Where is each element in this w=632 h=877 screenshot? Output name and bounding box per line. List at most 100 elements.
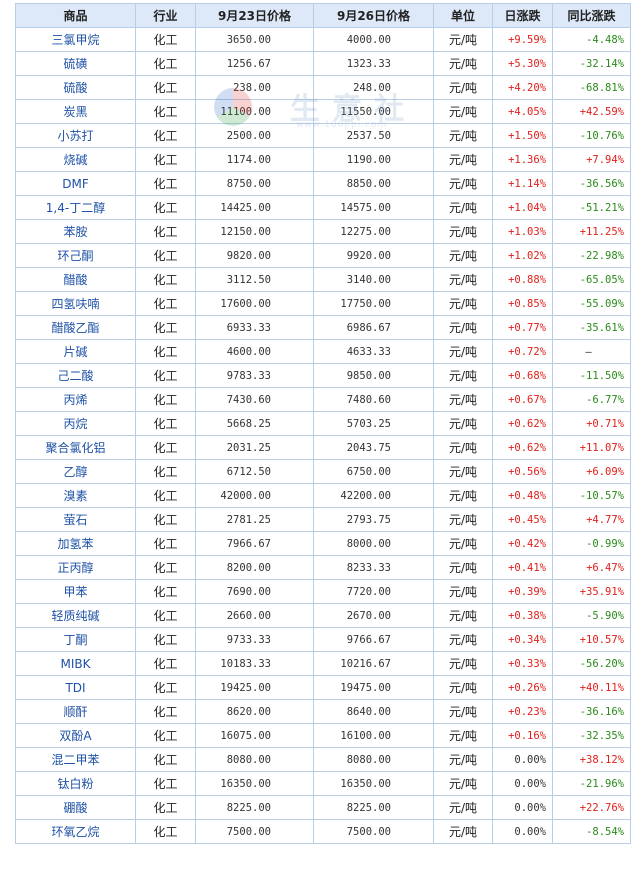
commodity-link[interactable]: 片碱 <box>15 339 136 364</box>
commodity-link[interactable]: 烧碱 <box>15 147 136 172</box>
yoy-change-cell: +6.09% <box>552 459 631 484</box>
table-row: 苯胺 化工 12150.00 12275.00 元/吨 +1.03% +11.25% <box>15 219 631 244</box>
industry-cell: 化工 <box>135 123 196 148</box>
price-table: 商品 行业 9月23日价格 9月26日价格 单位 日涨跌 同比涨跌 三氯甲烷 化工… <box>15 3 631 844</box>
daily-change-cell: +0.68% <box>492 363 553 388</box>
price-sep26-cell: 2043.75 <box>313 435 434 460</box>
yoy-change-cell: -8.54% <box>552 819 631 844</box>
unit-cell: 元/吨 <box>433 123 493 148</box>
daily-change-cell: +0.33% <box>492 651 553 676</box>
commodity-link[interactable]: 加氢苯 <box>15 531 136 556</box>
unit-cell: 元/吨 <box>433 435 493 460</box>
unit-cell: 元/吨 <box>433 699 493 724</box>
table-row: 片碱 化工 4600.00 4633.33 元/吨 +0.72% — <box>15 339 631 364</box>
commodity-link[interactable]: 三氯甲烷 <box>15 27 136 52</box>
yoy-change-cell: -35.61% <box>552 315 631 340</box>
daily-change-cell: +5.30% <box>492 51 553 76</box>
commodity-link[interactable]: 轻质纯碱 <box>15 603 136 628</box>
price-sep23-cell: 14425.00 <box>195 195 314 220</box>
price-sep23-cell: 7966.67 <box>195 531 314 556</box>
industry-cell: 化工 <box>135 771 196 796</box>
price-sep26-cell: 4633.33 <box>313 339 434 364</box>
commodity-link[interactable]: 硫酸 <box>15 75 136 100</box>
commodity-link[interactable]: 醋酸 <box>15 267 136 292</box>
unit-cell: 元/吨 <box>433 459 493 484</box>
commodity-link[interactable]: 环氧乙烷 <box>15 819 136 844</box>
yoy-change-cell: -22.98% <box>552 243 631 268</box>
commodity-link[interactable]: 钛白粉 <box>15 771 136 796</box>
price-sep26-cell: 2537.50 <box>313 123 434 148</box>
commodity-link[interactable]: 苯胺 <box>15 219 136 244</box>
price-sep26-cell: 8233.33 <box>313 555 434 580</box>
industry-cell: 化工 <box>135 339 196 364</box>
commodity-link[interactable]: 甲苯 <box>15 579 136 604</box>
commodity-link[interactable]: 乙醇 <box>15 459 136 484</box>
price-sep26-cell: 248.00 <box>313 75 434 100</box>
commodity-link[interactable]: 萤石 <box>15 507 136 532</box>
commodity-link[interactable]: 四氢呋喃 <box>15 291 136 316</box>
table-row: 钛白粉 化工 16350.00 16350.00 元/吨 0.00% -21.96% <box>15 771 631 796</box>
commodity-link[interactable]: 聚合氯化铝 <box>15 435 136 460</box>
table-row: 加氢苯 化工 7966.67 8000.00 元/吨 +0.42% -0.99% <box>15 531 631 556</box>
industry-cell: 化工 <box>135 459 196 484</box>
header-industry[interactable]: 行业 <box>135 3 196 28</box>
header-daily-change[interactable]: 日涨跌 <box>492 3 553 28</box>
commodity-link[interactable]: 硼酸 <box>15 795 136 820</box>
commodity-link[interactable]: 双酚A <box>15 723 136 748</box>
daily-change-cell: +0.38% <box>492 603 553 628</box>
daily-change-cell: +4.05% <box>492 99 553 124</box>
daily-change-cell: +4.20% <box>492 75 553 100</box>
industry-cell: 化工 <box>135 51 196 76</box>
commodity-link[interactable]: TDI <box>15 675 136 700</box>
commodity-link[interactable]: 硫磺 <box>15 51 136 76</box>
commodity-link[interactable]: 丙烷 <box>15 411 136 436</box>
daily-change-cell: 0.00% <box>492 747 553 772</box>
daily-change-cell: +0.48% <box>492 483 553 508</box>
price-sep23-cell: 6933.33 <box>195 315 314 340</box>
header-price-sep26[interactable]: 9月26日价格 <box>313 3 434 28</box>
yoy-change-cell: -11.50% <box>552 363 631 388</box>
daily-change-cell: +9.59% <box>492 27 553 52</box>
header-unit[interactable]: 单位 <box>433 3 493 28</box>
table-row: 三氯甲烷 化工 3650.00 4000.00 元/吨 +9.59% -4.48% <box>15 27 631 52</box>
commodity-link[interactable]: MIBK <box>15 651 136 676</box>
industry-cell: 化工 <box>135 603 196 628</box>
unit-cell: 元/吨 <box>433 627 493 652</box>
header-commodity[interactable]: 商品 <box>15 3 136 28</box>
unit-cell: 元/吨 <box>433 555 493 580</box>
commodity-link[interactable]: 顺酐 <box>15 699 136 724</box>
table-row: 己二酸 化工 9783.33 9850.00 元/吨 +0.68% -11.50% <box>15 363 631 388</box>
commodity-link[interactable]: 小苏打 <box>15 123 136 148</box>
table-row: 环己酮 化工 9820.00 9920.00 元/吨 +1.02% -22.98% <box>15 243 631 268</box>
price-sep26-cell: 7480.60 <box>313 387 434 412</box>
daily-change-cell: +0.77% <box>492 315 553 340</box>
commodity-link[interactable]: 丁酮 <box>15 627 136 652</box>
commodity-link[interactable]: 炭黑 <box>15 99 136 124</box>
daily-change-cell: +0.26% <box>492 675 553 700</box>
header-price-sep23[interactable]: 9月23日价格 <box>195 3 314 28</box>
header-yoy-change[interactable]: 同比涨跌 <box>552 3 631 28</box>
unit-cell: 元/吨 <box>433 51 493 76</box>
industry-cell: 化工 <box>135 75 196 100</box>
table-row: 1,4-丁二醇 化工 14425.00 14575.00 元/吨 +1.04% -51.21… <box>15 195 631 220</box>
price-sep26-cell: 9766.67 <box>313 627 434 652</box>
commodity-link[interactable]: 环己酮 <box>15 243 136 268</box>
commodity-link[interactable]: 1,4-丁二醇 <box>15 195 136 220</box>
price-sep26-cell: 8080.00 <box>313 747 434 772</box>
commodity-link[interactable]: 己二酸 <box>15 363 136 388</box>
industry-cell: 化工 <box>135 795 196 820</box>
price-sep23-cell: 2500.00 <box>195 123 314 148</box>
yoy-change-cell: — <box>552 339 631 364</box>
price-sep23-cell: 2031.25 <box>195 435 314 460</box>
yoy-change-cell: -68.81% <box>552 75 631 100</box>
price-sep26-cell: 8850.00 <box>313 171 434 196</box>
industry-cell: 化工 <box>135 675 196 700</box>
price-sep23-cell: 7500.00 <box>195 819 314 844</box>
table-row: 丙烷 化工 5668.25 5703.25 元/吨 +0.62% +0.71% <box>15 411 631 436</box>
commodity-link[interactable]: 醋酸乙酯 <box>15 315 136 340</box>
commodity-link[interactable]: DMF <box>15 171 136 196</box>
commodity-link[interactable]: 溴素 <box>15 483 136 508</box>
commodity-link[interactable]: 丙烯 <box>15 387 136 412</box>
commodity-link[interactable]: 正丙醇 <box>15 555 136 580</box>
commodity-link[interactable]: 混二甲苯 <box>15 747 136 772</box>
